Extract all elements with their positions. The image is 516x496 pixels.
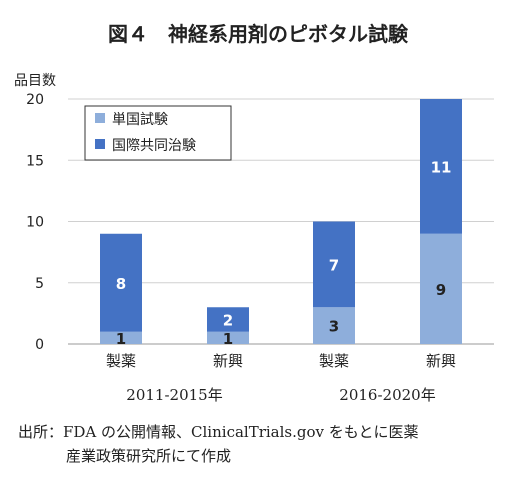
source-line-2: 産業政策研究所にて作成 (18, 444, 508, 468)
x-category-label: 製薬 (319, 352, 349, 370)
y-axis-title: 品目数 (14, 73, 56, 89)
x-axis: 製薬 新興 製薬 新興 2011-2015年 2016-2020年 (106, 352, 456, 404)
y-tick-label: 0 (35, 337, 44, 353)
data-label: 9 (436, 281, 446, 299)
y-axis: 0 5 10 15 20 品目数 (14, 73, 56, 353)
legend-label: 国際共同治験 (112, 138, 196, 154)
legend-swatch (95, 139, 105, 149)
data-label: 11 (431, 158, 452, 176)
source-line-1: 出所：FDA の公開情報、ClinicalTrials.gov をもとに医薬 (18, 420, 508, 444)
data-label: 1 (223, 330, 233, 348)
y-tick-label: 10 (26, 215, 44, 231)
data-label: 2 (223, 312, 233, 330)
y-tick-label: 5 (35, 276, 44, 292)
x-category-label: 新興 (426, 352, 456, 370)
x-group-label: 2011-2015年 (126, 386, 222, 404)
x-category-label: 製薬 (106, 352, 136, 370)
data-label: 3 (329, 318, 339, 336)
source-note: 出所：FDA の公開情報、ClinicalTrials.gov をもとに医薬 産… (18, 420, 508, 468)
data-label: 8 (116, 275, 126, 293)
legend-swatch (95, 113, 105, 123)
y-tick-label: 20 (26, 92, 44, 108)
x-group-label: 2016-2020年 (339, 386, 435, 404)
y-tick-label: 15 (26, 153, 44, 169)
data-label: 7 (329, 256, 339, 274)
data-label: 1 (116, 330, 126, 348)
legend-label: 単国試験 (112, 112, 168, 128)
x-category-label: 新興 (213, 352, 243, 370)
